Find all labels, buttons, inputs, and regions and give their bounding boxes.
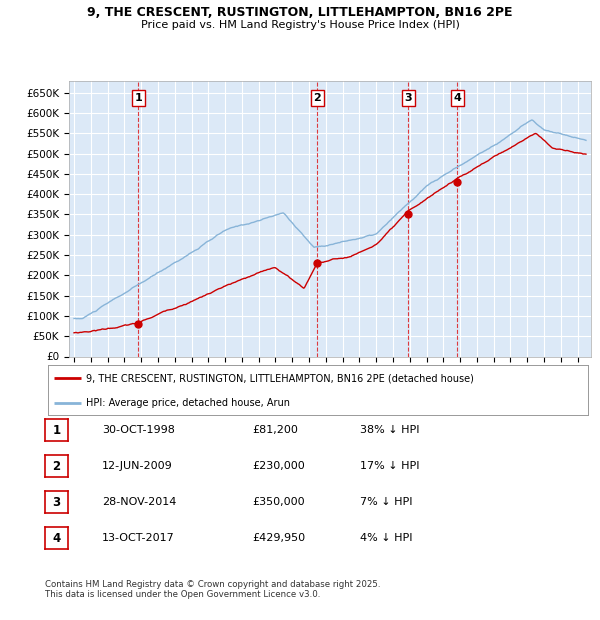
Point (404, 210, 413, 219)
Text: Contains HM Land Registry data © Crown copyright and database right 2025.
This d: Contains HM Land Registry data © Crown c… (45, 580, 380, 599)
Text: HPI: Average price, detached house, Arun: HPI: Average price, detached house, Arun (86, 397, 290, 408)
Text: £429,950: £429,950 (252, 533, 305, 543)
Text: 4: 4 (52, 532, 61, 544)
Point (313, 258, 322, 268)
Text: 3: 3 (52, 496, 61, 508)
Text: 4: 4 (454, 93, 461, 103)
Text: 3: 3 (404, 93, 412, 103)
Text: 30-OCT-1998: 30-OCT-1998 (102, 425, 175, 435)
Text: 17% ↓ HPI: 17% ↓ HPI (360, 461, 419, 471)
Text: 9, THE CRESCENT, RUSTINGTON, LITTLEHAMPTON, BN16 2PE: 9, THE CRESCENT, RUSTINGTON, LITTLEHAMPT… (87, 6, 513, 19)
Text: £230,000: £230,000 (252, 461, 305, 471)
Text: 2: 2 (314, 93, 321, 103)
Point (134, 319, 143, 329)
Text: 4% ↓ HPI: 4% ↓ HPI (360, 533, 413, 543)
Text: £81,200: £81,200 (252, 425, 298, 435)
Point (452, 177, 462, 187)
Text: 9, THE CRESCENT, RUSTINGTON, LITTLEHAMPTON, BN16 2PE (detached house): 9, THE CRESCENT, RUSTINGTON, LITTLEHAMPT… (86, 373, 473, 383)
Text: 7% ↓ HPI: 7% ↓ HPI (360, 497, 413, 507)
Text: 38% ↓ HPI: 38% ↓ HPI (360, 425, 419, 435)
Text: £350,000: £350,000 (252, 497, 305, 507)
Text: Price paid vs. HM Land Registry's House Price Index (HPI): Price paid vs. HM Land Registry's House … (140, 20, 460, 30)
Text: 1: 1 (52, 424, 61, 436)
Text: 12-JUN-2009: 12-JUN-2009 (102, 461, 173, 471)
Text: 13-OCT-2017: 13-OCT-2017 (102, 533, 175, 543)
Text: 1: 1 (134, 93, 142, 103)
Text: 28-NOV-2014: 28-NOV-2014 (102, 497, 176, 507)
Text: 2: 2 (52, 460, 61, 472)
